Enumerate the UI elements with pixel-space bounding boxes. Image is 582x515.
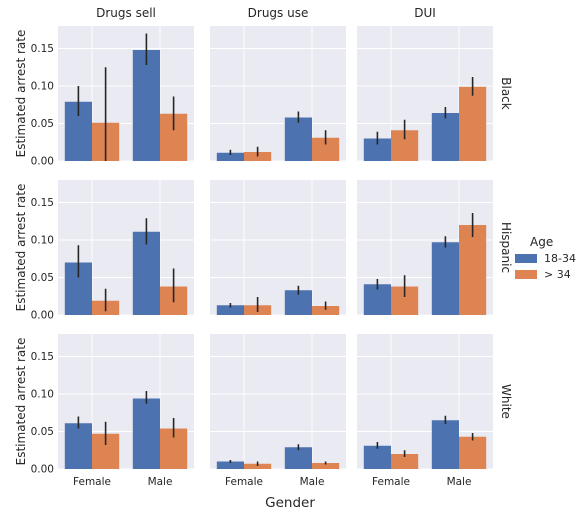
bar-black-drugs-use-male-18-34 — [284, 117, 312, 161]
bar-white-dui-female-18-34 — [363, 445, 391, 469]
bar-hispanic-drugs-use-female-18-34 — [216, 305, 244, 315]
legend-swatch-18-34 — [515, 254, 537, 263]
x-tick-label: Male — [447, 476, 472, 488]
panel-black-drugs-use — [210, 26, 346, 162]
y-tick-label: 0.15 — [31, 351, 54, 363]
bar-white-dui-female-34 — [391, 454, 419, 469]
x-tick-label: Female — [225, 476, 263, 488]
column-title-drugs-use: Drugs use — [248, 6, 309, 20]
bar-white-drugs-sell-female-18-34 — [64, 423, 92, 469]
bar-white-drugs-use-female-18-34 — [216, 461, 244, 469]
panel-white-dui — [357, 334, 493, 470]
bar-white-drugs-use-male-18-34 — [284, 447, 312, 469]
bar-white-drugs-use-male-34 — [312, 463, 340, 469]
panel-black-drugs-sell — [58, 26, 194, 162]
y-tick-label: 0.10 — [31, 389, 54, 401]
panel-white-drugs-sell — [58, 334, 194, 470]
y-tick-label: 0.05 — [31, 426, 54, 438]
y-tick-label: 0.00 — [31, 464, 54, 476]
bar-hispanic-dui-male-18-34 — [431, 242, 459, 315]
bar-white-dui-male-34 — [459, 436, 487, 469]
row-title-hispanic: Hispanic — [499, 222, 513, 273]
x-axis-label: Gender — [265, 495, 315, 511]
row-title-white: White — [499, 384, 513, 419]
y-tick-label: 0.15 — [31, 197, 54, 209]
y-axis-label: Estimated arrest rate — [14, 338, 28, 466]
bar-hispanic-dui-male-34 — [459, 225, 487, 315]
legend-label-18-34: 18-34 — [544, 252, 576, 265]
panel-hispanic-dui — [357, 180, 493, 316]
y-tick-label: 0.15 — [31, 43, 54, 55]
panel-background — [210, 180, 346, 315]
bar-black-drugs-use-female-18-34 — [216, 152, 244, 161]
panel-black-dui — [357, 26, 493, 162]
y-tick-label: 0.10 — [31, 235, 54, 247]
panel-background — [210, 334, 346, 469]
panel-white-drugs-use — [210, 334, 346, 470]
bar-white-drugs-sell-male-18-34 — [132, 398, 160, 469]
panel-hispanic-drugs-sell — [58, 180, 194, 316]
legend-label-over-34: > 34 — [544, 268, 571, 281]
bar-black-drugs-use-male-34 — [312, 137, 340, 161]
bar-hispanic-drugs-use-male-34 — [312, 306, 340, 315]
y-axis-label: Estimated arrest rate — [14, 30, 28, 158]
y-axis-label: Estimated arrest rate — [14, 184, 28, 312]
y-tick-label: 0.00 — [31, 310, 54, 322]
column-title-dui: DUI — [414, 6, 436, 20]
row-title-black: Black — [499, 77, 513, 110]
bar-white-dui-male-18-34 — [431, 420, 459, 469]
y-tick-label: 0.00 — [31, 156, 54, 168]
y-tick-label: 0.05 — [31, 272, 54, 284]
legend-title: Age — [530, 235, 553, 249]
legend-swatch-over-34 — [515, 270, 537, 279]
y-tick-label: 0.10 — [31, 81, 54, 93]
x-tick-label: Male — [148, 476, 173, 488]
x-tick-label: Male — [300, 476, 325, 488]
panel-hispanic-drugs-use — [210, 180, 346, 316]
bar-black-drugs-sell-male-18-34 — [132, 50, 160, 161]
column-title-drugs-sell: Drugs sell — [96, 6, 156, 20]
bar-hispanic-drugs-sell-male-18-34 — [132, 231, 160, 315]
panels-layer — [58, 26, 493, 470]
y-tick-label: 0.05 — [31, 118, 54, 130]
bar-black-dui-male-34 — [459, 86, 487, 161]
x-tick-label: Female — [73, 476, 111, 488]
bar-black-dui-male-18-34 — [431, 113, 459, 161]
bar-black-dui-female-18-34 — [363, 138, 391, 161]
x-tick-label: Female — [372, 476, 410, 488]
bar-white-drugs-use-female-34 — [244, 463, 272, 469]
legend: Age 18-34 > 34 — [515, 235, 576, 281]
